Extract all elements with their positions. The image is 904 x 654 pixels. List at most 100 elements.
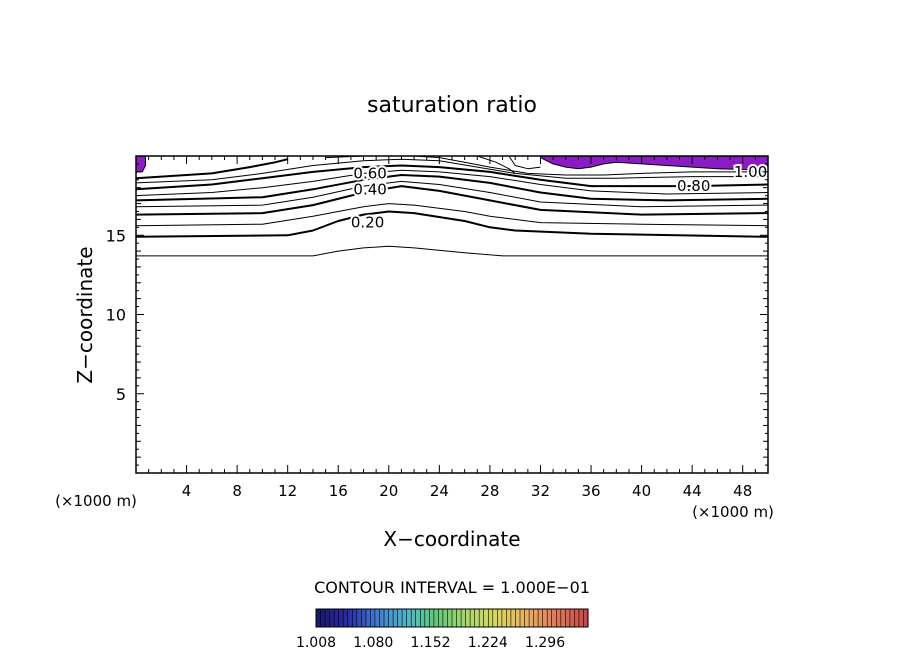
colorbar-cell <box>510 609 516 627</box>
colorbar-cell <box>316 609 322 627</box>
contour-label-0: 0.60 <box>353 164 386 182</box>
contour-line-4 <box>136 180 768 208</box>
x-tick-label: 4 <box>182 482 192 500</box>
colorbar-cell <box>556 609 562 627</box>
plot-frame <box>135 155 769 474</box>
colorbar-cell <box>560 609 566 627</box>
x-tick-label: 8 <box>232 482 242 500</box>
colorbar-frame <box>315 608 589 628</box>
supersaturated-regions <box>136 156 768 173</box>
colorbar-cell <box>520 609 526 627</box>
colorbar-cell <box>329 609 335 627</box>
colorbar-cell <box>352 609 358 627</box>
y-tick-labels: 5 10 15 <box>106 226 126 404</box>
colorbar-cell <box>456 609 462 627</box>
colorbar-cell <box>551 609 557 627</box>
colorbar-cell <box>356 609 362 627</box>
axis-ticks <box>136 156 768 473</box>
x-tick-label: 24 <box>430 482 449 500</box>
contour-line-12 <box>508 156 541 170</box>
colorbar-cell <box>411 609 417 627</box>
supersaturated-region-0 <box>136 156 146 173</box>
colorbar-cell <box>501 609 507 627</box>
colorbar-cell <box>583 609 589 627</box>
colorbar-label: 1.224 <box>468 635 508 651</box>
colorbar-cell <box>338 609 344 627</box>
colorbar-cell <box>365 609 371 627</box>
colorbar-cell <box>483 609 489 627</box>
colorbar-cell <box>452 609 458 627</box>
colorbar-cell <box>370 609 376 627</box>
colorbar-cell <box>388 609 394 627</box>
colorbar-cell <box>374 609 380 627</box>
colorbar-cell <box>320 609 326 627</box>
colorbar-cell <box>547 609 553 627</box>
colorbar-cell <box>565 609 571 627</box>
colorbar-cell <box>347 609 353 627</box>
colorbar-label: 1.152 <box>410 635 450 651</box>
colorbar-cell <box>379 609 385 627</box>
colorbar-cell <box>569 609 575 627</box>
x-tick-label: 44 <box>683 482 702 500</box>
contour-line-10 <box>325 156 768 176</box>
colorbar-cell <box>470 609 476 627</box>
colorbar-label: 1.008 <box>296 635 336 651</box>
colorbar-cell <box>429 609 435 627</box>
contour-label-4: 1.00 <box>734 163 767 181</box>
colorbar-cell <box>515 609 521 627</box>
colorbar-label: 1.080 <box>353 635 393 651</box>
colorbar-cell <box>488 609 494 627</box>
colorbar-cell <box>465 609 471 627</box>
colorbar-cell <box>533 609 539 627</box>
y-tick-label: 5 <box>116 385 126 404</box>
x-tick-label: 12 <box>278 482 297 500</box>
colorbar-cell <box>529 609 535 627</box>
colorbar-cell <box>406 609 412 627</box>
colorbar-label: 1.296 <box>525 635 565 651</box>
x-tick-label: 40 <box>632 482 651 500</box>
colorbar-cell <box>538 609 544 627</box>
x-tick-label: 32 <box>531 482 550 500</box>
contour-line-2 <box>136 203 768 227</box>
colorbar-cell <box>415 609 421 627</box>
colorbar-cell <box>420 609 426 627</box>
contour-line-7 <box>136 164 768 191</box>
x-tick-label: 36 <box>581 482 600 500</box>
x-tick-labels: 4 8 12 16 20 24 28 32 36 40 44 48 <box>182 482 752 500</box>
colorbar-cell <box>461 609 467 627</box>
x-tick-label: 16 <box>329 482 348 500</box>
y-tick-label: 10 <box>106 306 126 325</box>
contour-labels: 0.600.40 0.20 0.80 1.00 <box>349 161 769 234</box>
x-unit-label-left: (×1000 m) <box>55 492 137 510</box>
contour-lines <box>136 156 768 257</box>
contour-label-1: 0.40 <box>353 180 386 198</box>
contour-line-5 <box>136 174 768 202</box>
colorbar-cell <box>506 609 512 627</box>
colorbar-cell <box>447 609 453 627</box>
contour-line-1 <box>136 210 768 238</box>
contour-line-11 <box>477 156 516 174</box>
colorbar-cell <box>479 609 485 627</box>
colorbar-cell <box>384 609 390 627</box>
y-tick-label: 15 <box>106 226 126 245</box>
y-axis-title: Z−coordinate <box>73 246 97 383</box>
colorbar-cell <box>578 609 584 627</box>
x-axis-title: X−coordinate <box>383 527 520 551</box>
contour-interval-note: CONTOUR INTERVAL = 1.000E−01 <box>314 578 590 597</box>
x-tick-label: 28 <box>480 482 499 500</box>
contour-label-3: 0.80 <box>677 177 710 195</box>
colorbar-cell <box>402 609 408 627</box>
chart-title: saturation ratio <box>367 93 537 118</box>
colorbar-cell <box>424 609 430 627</box>
contour-line-9 <box>136 158 288 180</box>
colorbar <box>315 608 589 628</box>
colorbar-cell <box>343 609 349 627</box>
x-tick-label: 20 <box>379 482 398 500</box>
colorbar-cell <box>438 609 444 627</box>
colorbar-cell <box>397 609 403 627</box>
colorbar-cell <box>433 609 439 627</box>
x-tick-label: 48 <box>733 482 752 500</box>
colorbar-labels: 1.008 1.080 1.152 1.224 1.296 <box>296 635 565 651</box>
colorbar-cell <box>474 609 480 627</box>
colorbar-cell <box>542 609 548 627</box>
